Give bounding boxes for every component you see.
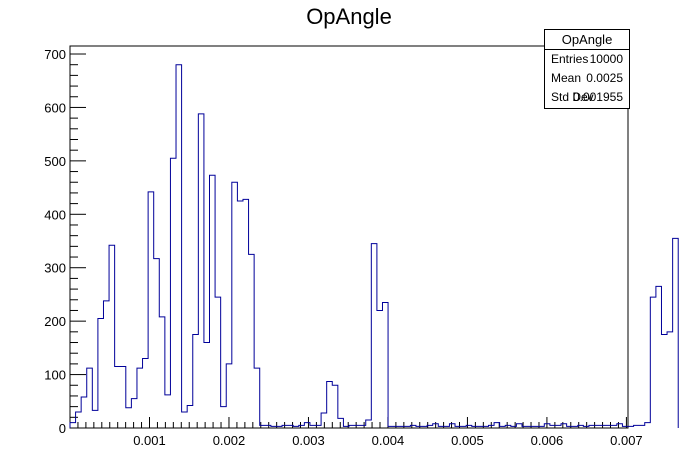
stats-row-mean: Mean 0.0025 [545, 69, 629, 88]
x-tick-label: 0.004 [372, 433, 405, 448]
y-tick-label: 500 [44, 154, 66, 169]
stats-box-title: OpAngle [545, 30, 629, 50]
x-tick-label: 0.005 [451, 433, 484, 448]
histogram-series-line [69, 64, 679, 428]
x-tick-label: 0.001 [133, 433, 166, 448]
x-tick-label: 0.003 [292, 433, 325, 448]
stats-row-entries: Entries 10000 [545, 50, 629, 69]
y-tick-label: 700 [44, 47, 66, 62]
stats-stddev-label: Std Dev [551, 90, 594, 104]
stats-mean-label: Mean [551, 71, 582, 85]
x-tick-label: 0.007 [610, 433, 643, 448]
stats-stddev-value: 0.001955 [572, 90, 623, 104]
stats-row-stddev: Std Dev 0.001955 [545, 88, 629, 107]
y-tick-label: 100 [44, 368, 66, 383]
chart-title: OpAngle [306, 4, 392, 29]
stats-mean-value: 0.0025 [586, 71, 623, 85]
x-tick-label: 0.002 [213, 433, 246, 448]
stats-entries-value: 10000 [589, 52, 623, 66]
stats-box: OpAngle Entries 10000 Mean 0.0025 Std De… [544, 29, 630, 109]
x-axis: 0.001 0.002 0.003 0.004 0.005 0.006 0.007 [77, 417, 643, 448]
stats-entries-label: Entries [551, 52, 589, 66]
y-axis: 0 100 200 300 400 500 600 700 [44, 47, 86, 436]
plot-frame [69, 45, 629, 429]
y-tick-label: 0 [59, 421, 66, 436]
y-tick-label: 600 [44, 100, 66, 115]
y-tick-label: 200 [44, 314, 66, 329]
y-tick-label: 300 [44, 261, 66, 276]
x-tick-label: 0.006 [531, 433, 564, 448]
y-tick-label: 400 [44, 207, 66, 222]
